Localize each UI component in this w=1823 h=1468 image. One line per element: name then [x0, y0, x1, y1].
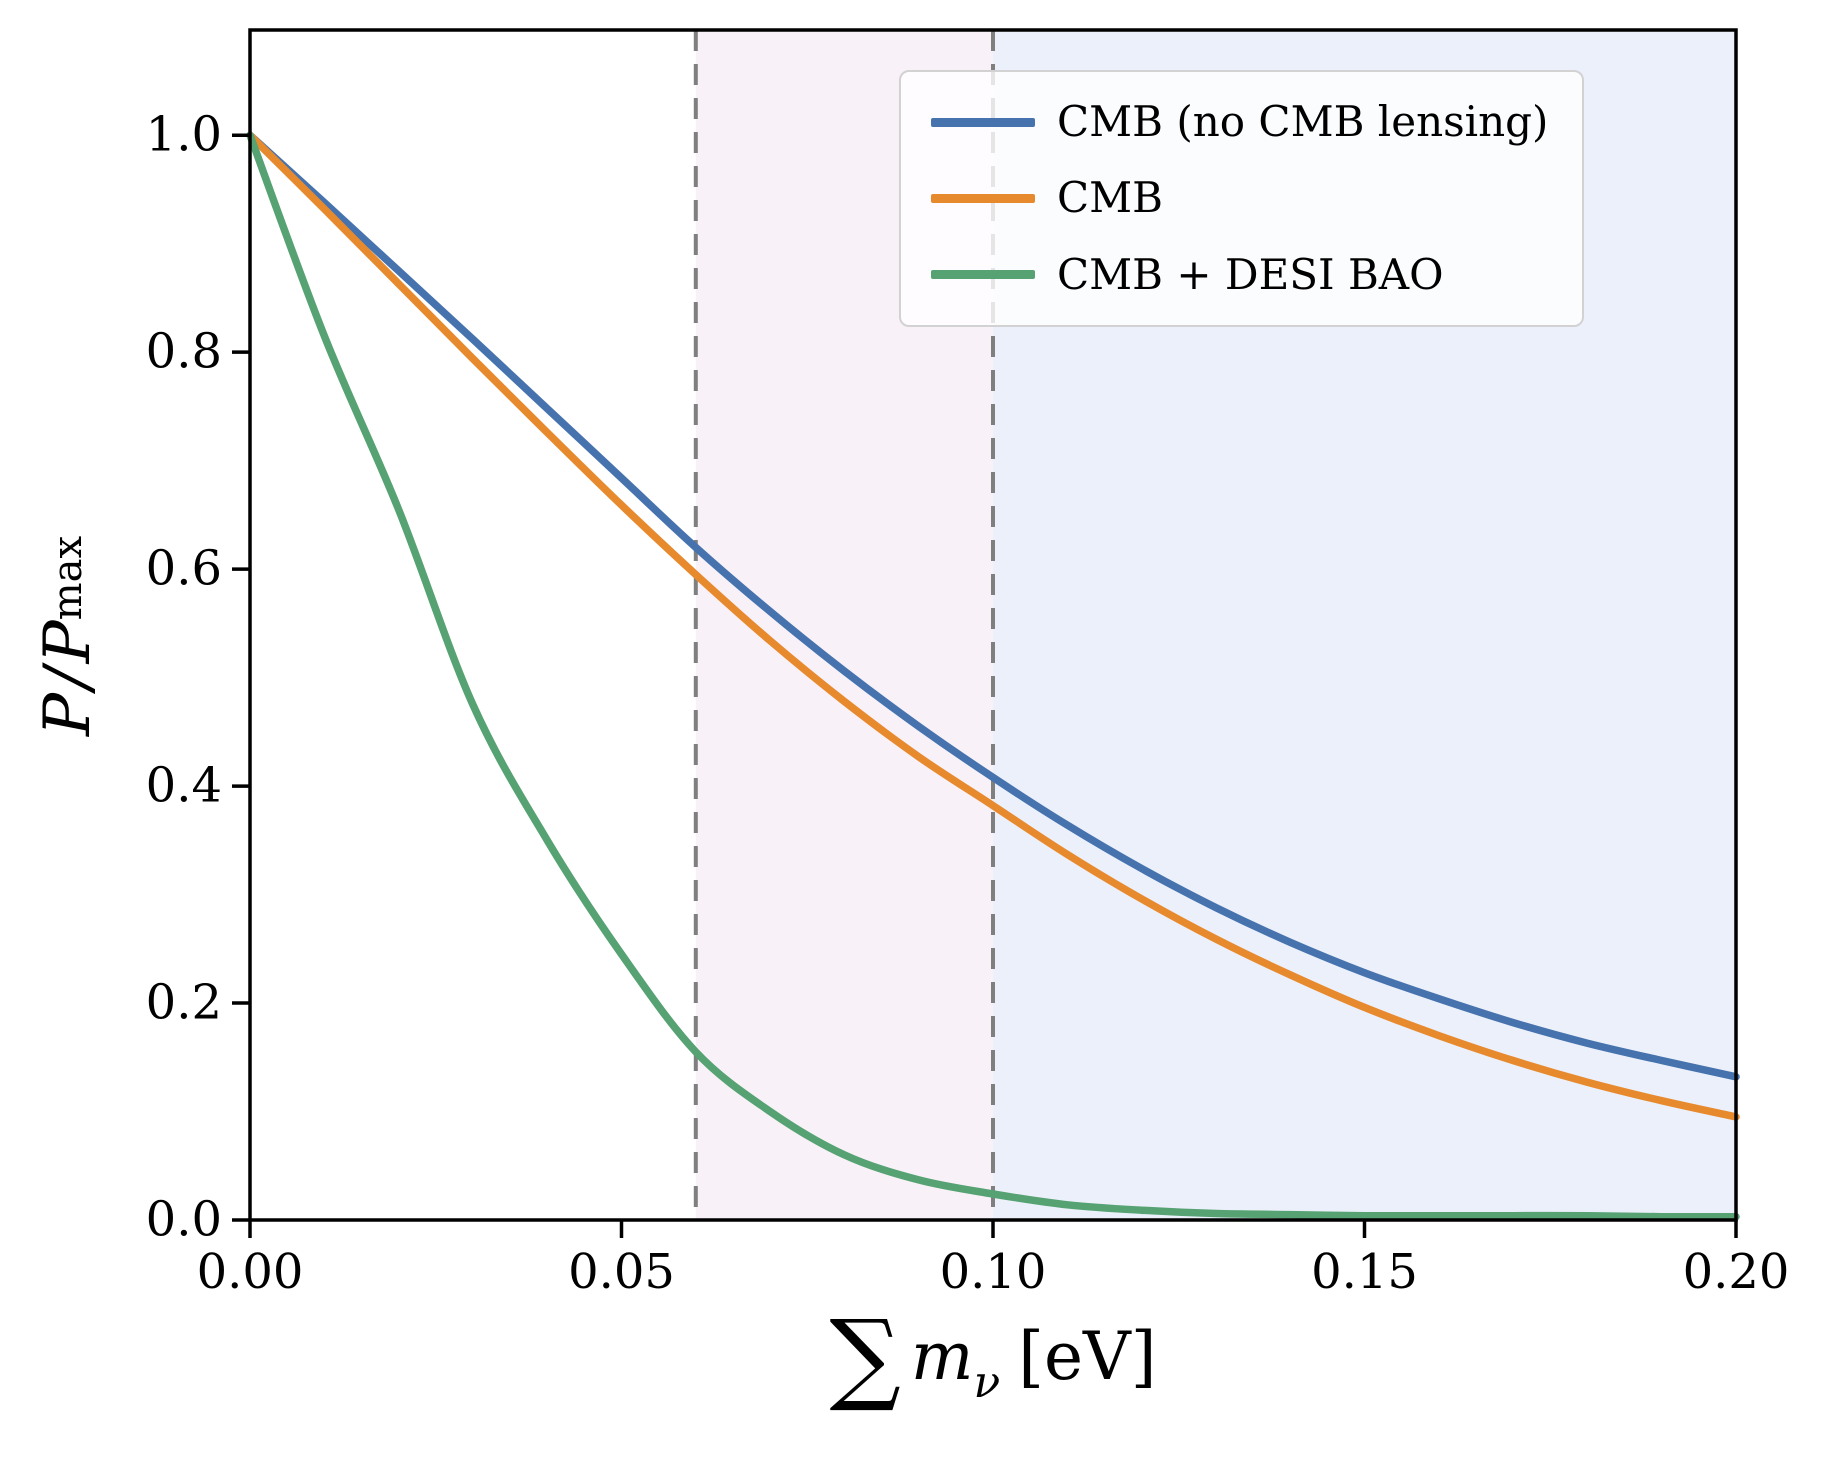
- y-tick-label-1.0: 1.0: [145, 106, 222, 163]
- y-tick-label-0.2: 0.2: [145, 974, 222, 1031]
- x-tick-label-0.15: 0.15: [1311, 1244, 1418, 1300]
- series-line-cmb-desi-bao: [246, 131, 1740, 1221]
- y-tick-label-0.4: 0.4: [145, 757, 222, 814]
- legend-label-cmb: CMB: [1057, 173, 1164, 223]
- y-tick-label-0.6: 0.6: [145, 540, 222, 597]
- y-axis-denominator-subscript: max: [45, 535, 91, 621]
- legend: CMB (no CMB lensing) CMB CMB + DESI BAO: [899, 70, 1585, 327]
- y-axis-slash: /: [31, 667, 105, 689]
- x-tick-label-0.00: 0.00: [196, 1244, 304, 1300]
- legend-label-cmb-desi-bao: CMB + DESI BAO: [1057, 249, 1444, 299]
- series-line-cmb: [246, 131, 1740, 1121]
- y-axis-denominator: P: [31, 620, 105, 664]
- legend-swatch-cmb-no-lensing: [931, 117, 1035, 127]
- y-axis-numerator: P: [31, 692, 105, 737]
- legend-row-cmb-no-lensing: CMB (no CMB lensing): [931, 97, 1549, 146]
- sum-symbol: ∑: [829, 1298, 901, 1415]
- x-axis-variable: m: [910, 1318, 974, 1395]
- legend-swatch-cmb: [931, 193, 1035, 203]
- x-axis-variable-subscript: ν: [973, 1357, 1001, 1408]
- legend-label-cmb-no-lensing: CMB (no CMB lensing): [1057, 97, 1549, 146]
- y-tick-label-0.8: 0.8: [145, 323, 222, 380]
- legend-swatch-cmb-desi-bao: [931, 270, 1035, 280]
- legend-row-cmb-desi-bao: CMB + DESI BAO: [931, 249, 1548, 299]
- x-tick-label-0.10: 0.10: [939, 1244, 1047, 1300]
- x-tick-label-0.20: 0.20: [1682, 1244, 1790, 1300]
- y-tick-label-0.0: 0.0: [145, 1191, 222, 1248]
- x-axis-label: ∑ mν [eV]: [250, 1307, 1736, 1409]
- legend-row-cmb: CMB: [931, 173, 1548, 223]
- x-axis-unit: [eV]: [1018, 1318, 1157, 1395]
- series-line-cmb-no-cmb-lensing: [246, 131, 1740, 1081]
- x-tick-label-0.05: 0.05: [568, 1244, 675, 1300]
